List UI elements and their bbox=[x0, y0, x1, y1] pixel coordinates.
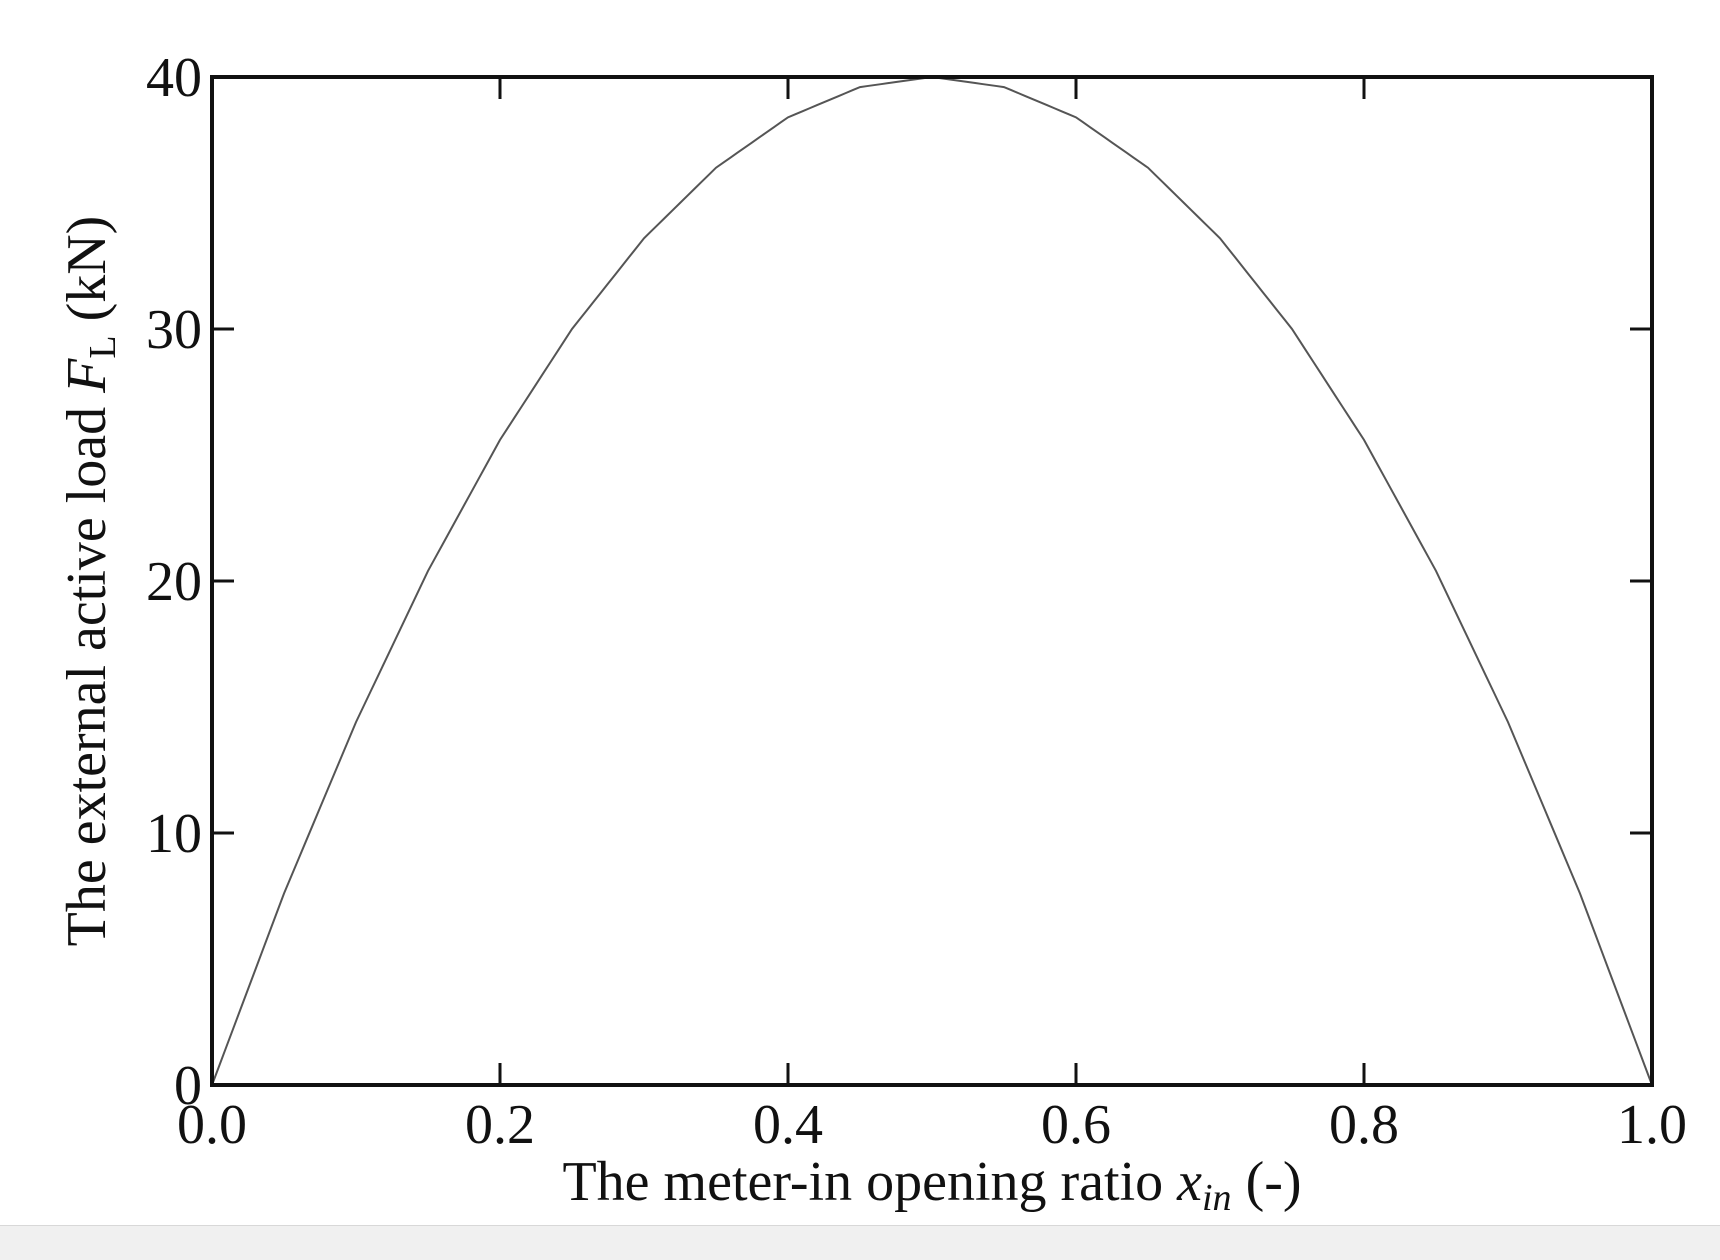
x-axis-title: The meter-in opening ratio xin (-) bbox=[562, 1151, 1301, 1219]
y-axis-title-symbol: F bbox=[56, 358, 118, 394]
y-axis-title-unit: (kN) bbox=[56, 216, 118, 336]
y-axis-title-subscript: L bbox=[82, 335, 124, 358]
x-tick-label: 0.0 bbox=[177, 1094, 247, 1156]
x-axis-title-unit: (-) bbox=[1232, 1151, 1302, 1213]
x-axis-title-text: The meter-in opening ratio bbox=[562, 1151, 1177, 1213]
x-axis-title-symbol: x bbox=[1176, 1151, 1202, 1213]
x-axis-title-subscript: in bbox=[1202, 1177, 1232, 1219]
y-tick-label: 30 bbox=[146, 299, 202, 361]
y-axis-title: The external active load FL (kN) bbox=[56, 216, 124, 947]
y-tick-label: 40 bbox=[146, 47, 202, 109]
line-chart: 0.0 0.2 0.4 0.6 0.8 1.0 0 10 20 30 40 The meter-in… bbox=[56, 47, 1687, 1219]
x-tick-label: 1.0 bbox=[1617, 1094, 1687, 1156]
tick-labels: 0.0 0.2 0.4 0.6 0.8 1.0 0 10 20 30 40 bbox=[146, 47, 1687, 1156]
y-tick-label: 10 bbox=[146, 803, 202, 865]
plot-frame bbox=[210, 75, 1654, 1087]
x-tick-label: 0.6 bbox=[1041, 1094, 1111, 1156]
x-tick-label: 0.8 bbox=[1329, 1094, 1399, 1156]
axis-ticks bbox=[210, 75, 1654, 1087]
y-tick-label: 0 bbox=[174, 1055, 202, 1117]
bottom-strip bbox=[0, 1225, 1720, 1260]
y-axis-title-text: The external active load bbox=[56, 393, 118, 947]
series-line bbox=[211, 75, 1653, 1086]
y-tick-label: 20 bbox=[146, 551, 202, 613]
x-tick-label: 0.4 bbox=[753, 1094, 823, 1156]
x-tick-label: 0.2 bbox=[465, 1094, 535, 1156]
